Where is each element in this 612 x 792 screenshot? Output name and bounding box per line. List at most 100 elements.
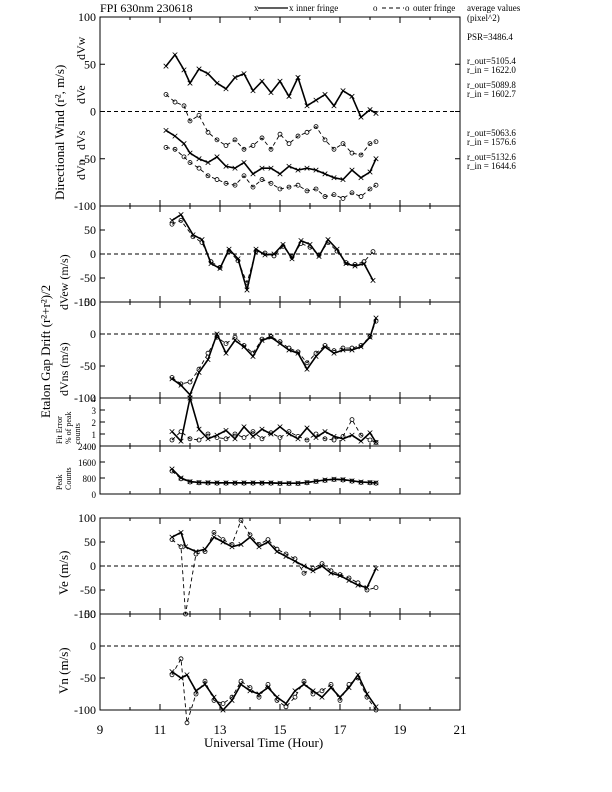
dvns-series-1-point [340,345,346,351]
ve-series-1-point [283,551,289,557]
vn-series-1-point [274,698,280,703]
dvns-series-1-point [232,334,238,340]
ve-series-0-point [178,529,184,535]
dvew-series-1-point [271,253,277,259]
dvns-series-1-point [313,350,319,356]
directional-wind-series-2-point [214,154,220,160]
directional-wind-panel [99,16,461,207]
fit-error-series-1-point [196,437,202,443]
fit-error-series-1-point [286,429,292,435]
fit-error-series-0-point [277,424,283,430]
dvns-series-1-point [304,360,310,366]
dvew-series-1-point [298,241,304,246]
peak-counts-series-1-point [214,480,220,486]
ve-series-1-point [169,537,175,542]
dvew-series-1-point [190,234,196,240]
directional-wind-series-0-point [196,66,202,72]
dvn-r-in: r_in = 1644.6 [467,161,516,171]
dvns-series-1-point [241,343,247,348]
directional-wind-series-2-point [313,167,319,173]
dvew-series-1-point [280,243,286,249]
directional-wind-ylabel: Directional Wind (r², m/s) [52,65,67,200]
ve-ytick-label: 0 [90,559,96,573]
fit-error-series-1-point [304,437,310,443]
peak-counts-ytick-label: 0 [92,490,97,500]
dvew-series-1-point [178,217,184,223]
directional-wind-series-2-point [181,141,187,147]
fit-error-series-0-point [367,430,373,436]
vn-series-1-point [373,707,379,713]
fit-error-series-1-point [331,437,337,443]
dvew-series-0-point [178,212,184,218]
peak-counts-series-1-point [340,477,346,483]
directional-wind-series-3-point [277,186,283,192]
ve-series-1-point [178,544,184,550]
directional-wind-series-2-point [322,171,328,177]
peak-counts-ytick-label: 2400 [78,442,97,452]
ve-ytick-label: -100 [74,607,96,621]
fit-error-series-1-point [340,433,346,439]
ve-ylabel: Ve (m/s) [56,551,71,595]
x-axis-label: Universal Time (Hour) [204,735,323,750]
directional-wind-series-2-point [232,165,238,171]
ve-ytick-label: -50 [80,583,96,597]
dvew-series-1-point [361,259,367,265]
directional-wind-series-0-point [313,97,319,103]
dvns-series-0-point [205,357,211,363]
directional-wind-series-2-point [205,159,211,166]
fit-error-series-1-point [205,431,211,437]
directional-wind-series-2-point [304,165,310,171]
legend-outer-label: outer fringe [413,3,455,13]
fit-error-series-1-point [349,417,355,423]
peak-counts-series-1-point [205,480,211,486]
peak-counts-series-1-point [232,480,238,486]
ve-series-1-point [256,542,262,547]
x-tick-label: 17 [334,722,348,737]
psr-value: PSR=3486.4 [467,32,513,42]
directional-wind-series-1-line [165,94,377,156]
plot-layer: 100500-50-100500-50-100500-50-1004321024… [74,10,467,737]
ve-series-1-point [319,561,325,566]
directional-wind-series-1-point [163,92,169,97]
fit-error-series-0-point [259,426,265,432]
average-values-unit: (pixel^2) [467,13,500,23]
vn-series-0-point [319,694,325,700]
directional-wind-series-3-point [286,184,292,190]
directional-wind-series-0-point [232,74,238,81]
directional-wind-series-3-point [214,177,220,182]
dvew-series-1-point [334,248,340,254]
directional-wind-series-2-point [277,171,283,177]
dvns-series-1-point [295,349,301,355]
fit-error-ytick-label: 0 [92,442,97,452]
directional-wind-series-2-point [223,163,229,169]
fit-error-series-0-line [171,397,377,443]
directional-wind-series-3-point [367,186,373,192]
fit-error-series-0-point [223,427,229,433]
peak-counts-series-1-point [373,480,379,486]
vn-series-1-point [178,656,184,662]
ve-series-1-line [171,519,377,615]
dvns-ytick-label: -50 [80,359,96,373]
directional-wind-series-1-point [172,99,178,105]
x-tick-label: 9 [97,722,104,737]
directional-wind-series-0-point [358,114,364,120]
directional-wind-series-1-point [286,141,292,147]
peak-counts-series-0-line [171,468,377,484]
vn-ytick-label: -100 [74,703,96,717]
dvew-ytick-label: 0 [90,247,96,261]
directional-wind-series-3-point [232,182,238,188]
directional-wind-series-0-point [214,80,220,86]
peak-counts-label-2: Counts [64,467,73,490]
peak-counts-series-1-point [169,468,175,474]
directional-wind-series-1-point [304,129,310,135]
peak-counts-series-1-point [367,480,373,486]
average-values-title: average values [467,3,521,13]
dvns-ytick-label: -100 [74,391,96,405]
dvew-series-1-point [208,259,214,265]
ve-series-1-point [211,530,217,535]
dvns-series-1-point [367,334,373,339]
legend-outer-marker-a: o [373,3,378,13]
dvns-series-0-point [259,337,265,343]
directional-wind-series-0-point [322,91,328,98]
